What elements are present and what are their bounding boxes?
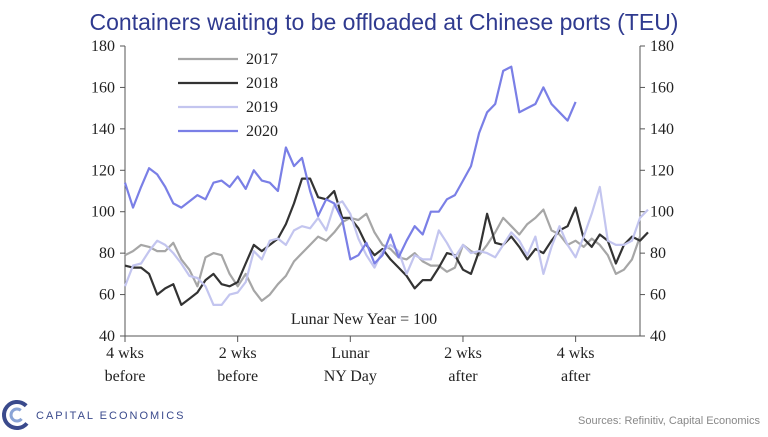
y-tick-label-right: 180 bbox=[650, 38, 674, 55]
x-tick-label: before bbox=[217, 368, 258, 385]
company-name: CAPITAL ECONOMICS bbox=[36, 410, 186, 422]
x-tick-label: NY Day bbox=[324, 368, 377, 385]
y-tick-label-left: 60 bbox=[99, 287, 115, 304]
y-tick-label-left: 100 bbox=[91, 204, 115, 221]
series-line-2020 bbox=[123, 65, 577, 265]
y-tick-label-left: 140 bbox=[91, 121, 115, 138]
x-tick-label: 4 wks bbox=[557, 345, 595, 362]
annotation: Lunar New Year = 100 bbox=[291, 311, 437, 328]
series-lines bbox=[123, 65, 649, 306]
legend-label-2018: 2018 bbox=[246, 75, 278, 92]
legend: 2017 2018 2019 2020 bbox=[178, 51, 278, 140]
x-tick-label: Lunar bbox=[331, 345, 370, 362]
x-tick-label: 2 wks bbox=[219, 345, 257, 362]
chart-title: Containers waiting to be offloaded at Ch… bbox=[90, 9, 679, 35]
legend-label-2017: 2017 bbox=[246, 51, 278, 68]
y-tick-label-right: 120 bbox=[650, 162, 674, 179]
x-tick-label: after bbox=[561, 368, 591, 385]
capital-economics-logo: CAPITAL ECONOMICS bbox=[2, 400, 186, 430]
x-tick-label: before bbox=[105, 368, 146, 385]
y-tick-label-left: 180 bbox=[91, 38, 115, 55]
x-tick-label: 2 wks bbox=[444, 345, 482, 362]
y-tick-label-left: 40 bbox=[99, 328, 115, 345]
y-tick-label-right: 60 bbox=[650, 287, 666, 304]
y-tick-label-left: 80 bbox=[99, 245, 115, 262]
source-text: Sources: Refinitiv, Capital Economics bbox=[578, 415, 760, 427]
x-tick-label: after bbox=[448, 368, 478, 385]
y-tick-label-right: 100 bbox=[650, 204, 674, 221]
y-tick-label-right: 140 bbox=[650, 121, 674, 138]
y-tick-label-right: 80 bbox=[650, 245, 666, 262]
y-tick-label-right: 160 bbox=[650, 79, 674, 96]
axes: 40 40 60 60 80 80 100 100 120 120 140 140 160 160 180 1… bbox=[91, 38, 674, 385]
y-tick-label-right: 40 bbox=[650, 328, 666, 345]
series-line-2019 bbox=[123, 185, 649, 306]
series-line-2017 bbox=[124, 208, 642, 302]
x-tick-label: 4 wks bbox=[106, 345, 144, 362]
legend-label-2020: 2020 bbox=[246, 123, 278, 140]
legend-label-2019: 2019 bbox=[246, 99, 278, 116]
logo-icon bbox=[2, 400, 32, 430]
y-tick-label-left: 160 bbox=[91, 79, 115, 96]
y-tick-label-left: 120 bbox=[91, 162, 115, 179]
